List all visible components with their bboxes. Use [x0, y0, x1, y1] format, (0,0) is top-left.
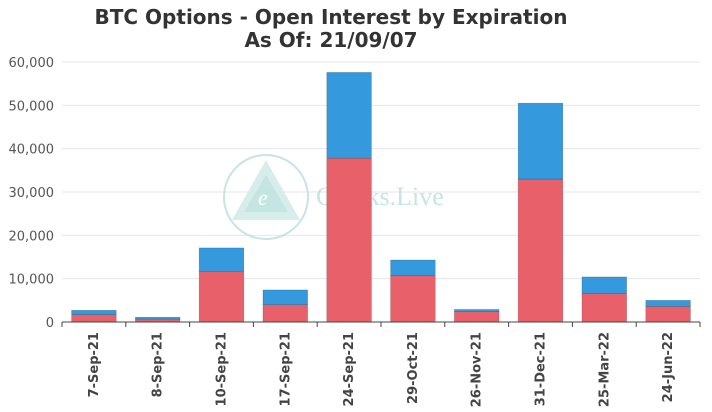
- x-axis: 7-Sep-21 8-Sep-21 10-Sep-21 17-Sep-21 24-Sep…: [61, 321, 701, 407]
- bar-segment-upper: [262, 289, 308, 305]
- bar-segment-lower: [71, 314, 117, 323]
- x-tick-label: 25-Mar-22: [597, 332, 612, 407]
- bar-segment-lower: [262, 304, 308, 323]
- y-axis: 0 10,000 20,000 30,000 40,000 50,000 60,000: [9, 56, 55, 331]
- bar-segment-upper: [390, 259, 436, 276]
- y-tick-label: 60,000: [9, 56, 55, 71]
- y-tick-label: 10,000: [9, 273, 55, 288]
- y-tick-label: 0: [46, 316, 54, 331]
- y-tick-label: 40,000: [9, 143, 55, 158]
- bar-segment-lower: [517, 178, 564, 323]
- greeks-live-logo-icon: e: [223, 154, 309, 240]
- bar-segment-lower: [454, 311, 500, 323]
- x-tick-label: 8-Sep-21: [151, 332, 166, 397]
- bar-segment-upper: [454, 309, 500, 312]
- y-tick-label: 50,000: [9, 99, 55, 114]
- x-tick-label: 17-Sep-21: [278, 332, 293, 406]
- grid-lines: [62, 61, 700, 280]
- x-tick-label: 24-Jun-22: [661, 332, 676, 402]
- bar-segment-lower: [390, 275, 436, 323]
- bar-segment-upper: [135, 316, 181, 320]
- bars: [71, 72, 691, 323]
- x-tick-label: 31-Dec-21: [534, 332, 549, 406]
- bar-segment-upper: [581, 276, 627, 294]
- y-tick-label: 30,000: [9, 186, 55, 201]
- bar-segment-lower: [581, 293, 627, 323]
- bar-segment-lower: [645, 306, 691, 323]
- bar-segment-upper: [645, 300, 691, 307]
- x-tick-label: 29-Oct-21: [406, 332, 421, 404]
- x-tick-label: 26-Nov-21: [470, 332, 485, 407]
- bar-segment-upper: [198, 247, 245, 272]
- bar-segment-upper: [517, 102, 564, 180]
- y-tick-label: 20,000: [9, 229, 55, 244]
- x-tick-label: 7-Sep-21: [87, 332, 102, 397]
- chart-subtitle: As Of: 21/09/07: [244, 28, 417, 52]
- x-tick-label: 24-Sep-21: [342, 332, 357, 406]
- bar-segment-lower: [198, 270, 245, 323]
- bar-segment-upper: [71, 309, 117, 315]
- bar-segment-lower: [326, 157, 372, 323]
- svg-text:e: e: [258, 185, 268, 210]
- bar-segment-upper: [326, 72, 372, 159]
- x-tick-label: 10-Sep-21: [215, 332, 230, 406]
- chart-title: BTC Options - Open Interest by Expiratio…: [95, 5, 568, 29]
